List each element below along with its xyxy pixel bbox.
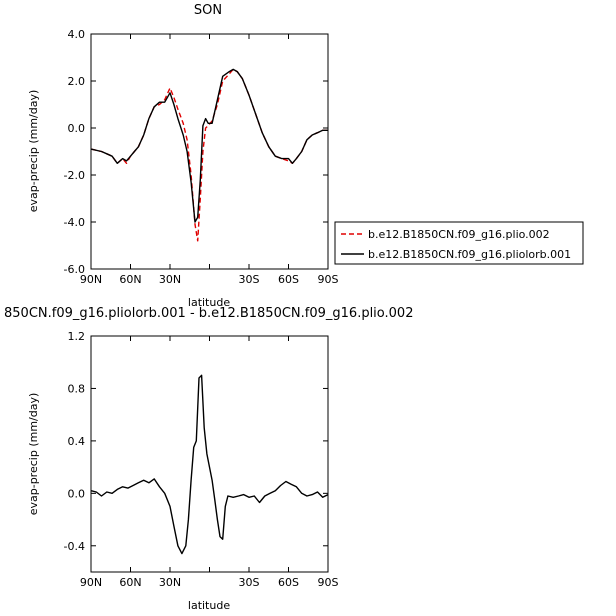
top-series-line-1	[90, 68, 328, 223]
top-y-tick-label: 0.0	[68, 122, 86, 135]
bottom-x-tick-label: 30N	[159, 576, 181, 589]
bottom-chart-title: 850CN.f09_g16.pliolorb.001 - b.e12.B1850…	[4, 306, 413, 321]
bottom-x-tick-label: 60N	[119, 576, 141, 589]
top-y-tick-label: -2.0	[64, 169, 85, 182]
bottom-x-tick-label: 90S	[318, 576, 339, 589]
top-x-axis-label: latitude	[188, 296, 230, 309]
top-y-tick-label: -4.0	[64, 216, 85, 229]
top-x-tick-label: 90S	[318, 273, 339, 286]
bottom-y-tick-label: 0.0	[68, 487, 86, 500]
bottom-x-tick-label: 30S	[239, 576, 260, 589]
top-x-tick-label: 90N	[80, 273, 102, 286]
top-y-axis-label: evap-precip (mm/day)	[27, 90, 40, 213]
top-y-tick-label: -6.0	[64, 263, 85, 276]
legend-label-plio: b.e12.B1850CN.f09_g16.plio.002	[368, 228, 550, 241]
bottom-x-tick-label: 60S	[278, 576, 299, 589]
top-x-tick-label: 30N	[159, 273, 181, 286]
top-y-tick-label: 2.0	[68, 75, 86, 88]
top-y-tick-label: 4.0	[68, 28, 86, 41]
top-x-tick-label: 60S	[278, 273, 299, 286]
top-x-tick-label: 60N	[119, 273, 141, 286]
bottom-y-axis-label: evap-precip (mm/day)	[27, 393, 40, 516]
legend-label-pliolorb: b.e12.B1850CN.f09_g16.pliolorb.001	[368, 248, 571, 261]
bottom-y-tick-label: 0.8	[68, 382, 86, 395]
top-x-tick-label: 30S	[239, 273, 260, 286]
legend-box	[334, 221, 584, 265]
bottom-series-line-0	[90, 374, 329, 555]
bottom-y-tick-label: 0.4	[68, 435, 86, 448]
top-series-line-0	[90, 68, 328, 242]
bottom-x-tick-label: 90N	[80, 576, 102, 589]
bottom-plot-frame	[90, 335, 329, 573]
top-plot-frame	[90, 33, 329, 270]
bottom-y-tick-label: -0.4	[64, 540, 85, 553]
bottom-y-tick-label: 1.2	[68, 330, 86, 343]
top-chart-title: SON	[194, 3, 222, 18]
bottom-x-axis-label: latitude	[188, 599, 230, 612]
